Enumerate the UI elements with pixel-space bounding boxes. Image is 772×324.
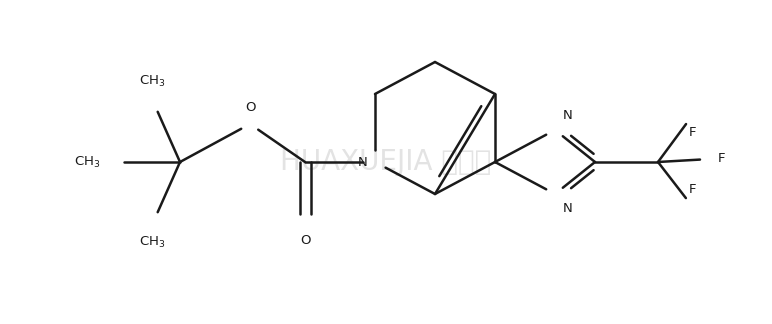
Text: F: F (689, 126, 696, 139)
Text: N: N (563, 109, 573, 122)
Text: N: N (357, 156, 367, 168)
Text: HUAXUEJIA 化学加: HUAXUEJIA 化学加 (280, 148, 492, 176)
Text: CH$_3$: CH$_3$ (139, 74, 165, 89)
Text: N: N (563, 202, 573, 215)
Text: F: F (718, 153, 726, 166)
Text: CH$_3$: CH$_3$ (139, 235, 165, 250)
Text: O: O (245, 101, 256, 114)
Text: CH$_3$: CH$_3$ (73, 155, 100, 169)
Text: O: O (300, 234, 310, 247)
Text: F: F (689, 183, 696, 196)
